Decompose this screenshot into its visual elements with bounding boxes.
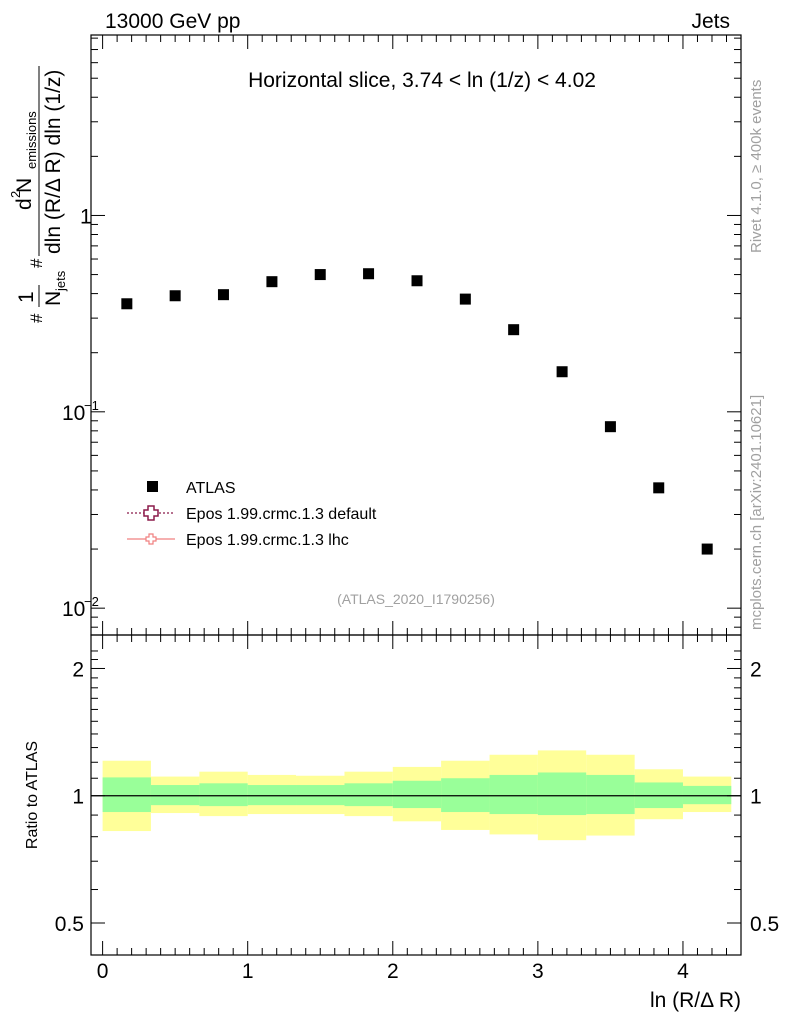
x-tick-label: 0: [97, 960, 109, 983]
ratio-axis-ticks: [91, 635, 741, 955]
legend-atlas-marker: [147, 481, 158, 492]
ratio-y-tick-label-right: 2: [750, 658, 762, 681]
ratio-frame: [90, 634, 742, 956]
band-stat: [199, 783, 248, 807]
main-y-tick-exponent: −2: [84, 594, 99, 609]
legend-epos-lhc-label: Epos 1.99.crmc.1.3 lhc: [186, 532, 349, 549]
band-stat: [392, 780, 442, 809]
ratio-tick-labels: 0.5 0.5 1 1 2 2 0 1 2 3 4: [55, 658, 779, 983]
header-energy: 13000 GeV pp: [105, 10, 240, 33]
chart-title: Horizontal slice, 3.74 < ln (1/z) < 4.02: [248, 69, 596, 92]
ylabel-hash2: #: [27, 258, 46, 268]
header-process: Jets: [691, 10, 730, 33]
band-stat: [344, 783, 393, 807]
rivet-label: Rivet 4.1.0, ≥ 400k events: [748, 80, 765, 253]
ratio-y-axis-label: Ratio to ATLAS: [24, 741, 41, 849]
atlas-point: [266, 276, 278, 288]
atlas-point: [363, 268, 375, 280]
atlas-points: [121, 268, 713, 555]
ratio-y-tick-label-right: 0.5: [750, 913, 779, 936]
band-stat: [296, 785, 345, 806]
band-stat: [247, 785, 297, 806]
band-stat: [102, 777, 151, 813]
svg-text:d: d: [13, 198, 36, 210]
ylabel-n-sub: emissions: [24, 111, 39, 169]
svg-text:#: #: [27, 313, 46, 323]
main-y-tick-exponent: −1: [84, 398, 99, 413]
band-stat: [150, 785, 200, 806]
atlas-point: [604, 421, 616, 433]
atlas-point: [314, 269, 326, 281]
ylabel-n: N: [13, 178, 36, 193]
ylabel-denominator: dln (R/Δ R) dln (1/z): [42, 70, 65, 254]
band-stat: [537, 772, 587, 816]
legend: ATLAS Epos 1.99.crmc.1.3 default Epos 1.…: [127, 480, 377, 549]
ratio-y-tick-label-right: 1: [750, 786, 762, 809]
ylabel-hash1: #: [27, 313, 46, 323]
x-tick-label: 2: [387, 960, 399, 983]
x-tick-label: 3: [532, 960, 544, 983]
ylabel-one: 1: [15, 291, 38, 303]
main-y-tick-label: 10: [62, 598, 85, 621]
ratio-panel: 0.5 0.5 1 1 2 2 0 1 2 3 4 Ratio to ATLAS ln (R/Δ R…: [24, 634, 779, 1012]
legend-epos-default-label: Epos 1.99.crmc.1.3 default: [186, 506, 377, 523]
atlas-point: [217, 289, 229, 301]
main-panel: Horizontal slice, 3.74 < ln (1/z) < 4.02…: [8, 34, 742, 636]
atlas-point: [169, 290, 181, 302]
band-stat: [489, 774, 538, 815]
ylabel-njets: N: [42, 291, 65, 306]
atlas-point: [701, 543, 713, 555]
x-axis-label: ln (R/Δ R): [650, 989, 741, 1012]
band-stat: [586, 774, 635, 815]
atlas-point: [508, 324, 520, 336]
analysis-tag: (ATLAS_2020_I1790256): [337, 591, 495, 607]
atlas-point: [653, 482, 665, 494]
main-y-axis-label: # 1 N jets # d 2 N emissions dln (R/Δ R)…: [8, 66, 68, 323]
ratio-y-tick-label: 1: [72, 786, 84, 809]
ratio-y-tick-label: 0.5: [55, 913, 84, 936]
legend-atlas-label: ATLAS: [186, 480, 236, 497]
main-axis-ticks: [91, 35, 741, 635]
ylabel-d: d: [13, 198, 36, 210]
main-y-tick-label: 10: [62, 402, 85, 425]
legend-epos-default-marker: [143, 505, 159, 521]
atlas-point: [121, 298, 133, 310]
main-y-tick-label: 1: [80, 205, 92, 228]
ylabel-njets-sub: jets: [53, 270, 68, 292]
x-tick-label: 1: [242, 960, 254, 983]
ylabel-d-sup: 2: [8, 191, 23, 198]
atlas-point: [556, 366, 568, 378]
ratio-y-tick-label: 2: [72, 658, 84, 681]
mcplots-label: mcplots.cern.ch [arXiv:2401.10621]: [748, 395, 765, 630]
legend-epos-lhc-marker: [145, 533, 157, 545]
x-tick-label: 4: [677, 960, 689, 983]
atlas-point: [411, 275, 423, 287]
main-y-tick-labels: 110−110−2: [62, 205, 99, 621]
atlas-point: [459, 293, 471, 305]
band-stat: [682, 785, 732, 805]
